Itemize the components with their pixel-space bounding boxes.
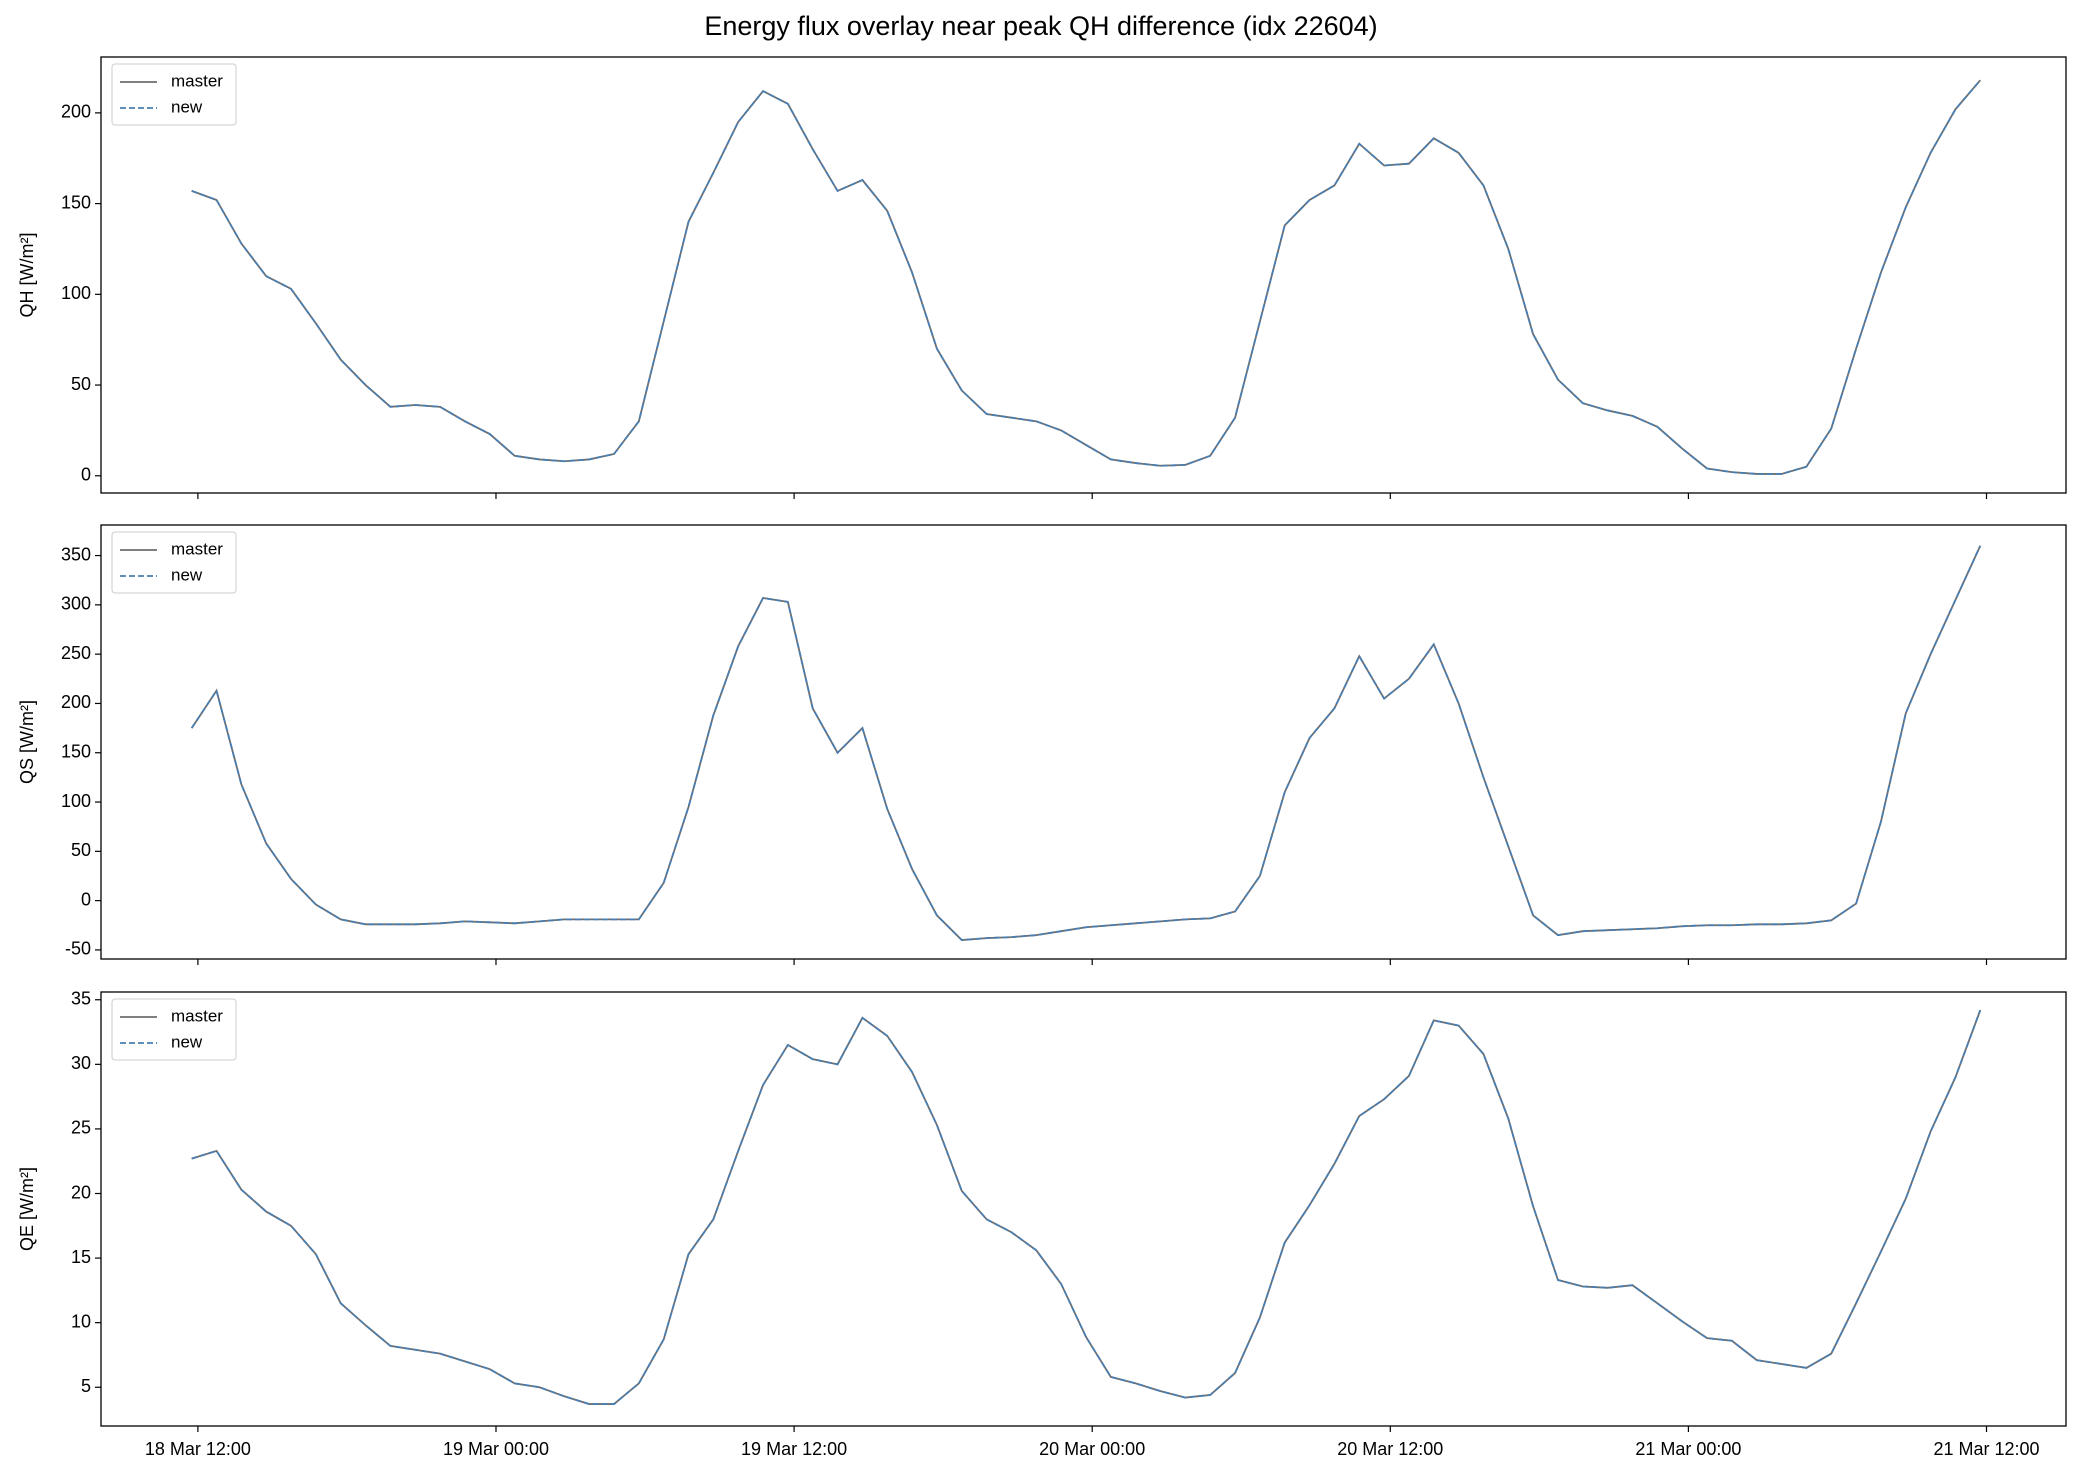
y-tick-label: 300 (61, 594, 91, 614)
legend-box (111, 998, 237, 1061)
x-tick-label: 19 Mar 00:00 (443, 1439, 549, 1459)
x-tick-label: 20 Mar 12:00 (1337, 1439, 1443, 1459)
x-tick-label: 18 Mar 12:00 (145, 1439, 251, 1459)
x-tick-label: 20 Mar 00:00 (1039, 1439, 1145, 1459)
y-axis-label: QS [W/m²] (17, 700, 37, 784)
axes-frame (100, 56, 2067, 494)
axes-frame (100, 991, 2067, 1427)
y-tick-label: 50 (71, 840, 91, 860)
y-tick-label: 150 (61, 192, 91, 212)
legend-label: new (171, 97, 203, 116)
legend-label: new (171, 565, 203, 584)
x-tick-label: 21 Mar 00:00 (1635, 1439, 1741, 1459)
y-tick-label: 200 (61, 102, 91, 122)
legend-box (111, 63, 237, 126)
series-line (191, 79, 1981, 475)
axes-frame (100, 524, 2067, 960)
y-axis-label: QE [W/m²] (17, 1167, 37, 1251)
y-tick-label: 350 (61, 544, 91, 564)
y-tick-label: 100 (61, 283, 91, 303)
y-tick-label: 5 (81, 1376, 91, 1396)
figure-title: Energy flux overlay near peak QH differe… (704, 11, 1377, 41)
legend-label: master (171, 1006, 223, 1025)
y-tick-label: 0 (81, 465, 91, 485)
y-tick-label: 0 (81, 889, 91, 909)
x-tick-label: 19 Mar 12:00 (741, 1439, 847, 1459)
y-axis-label: QH [W/m²] (17, 233, 37, 318)
y-tick-label: 200 (61, 692, 91, 712)
y-tick-label: 50 (71, 374, 91, 394)
series-line (190, 545, 1982, 941)
y-tick-label: 30 (71, 1053, 91, 1073)
legend-label: new (171, 1032, 203, 1051)
series-line (191, 79, 1981, 475)
series-line (191, 1009, 1982, 1405)
x-tick-label: 21 Mar 12:00 (1933, 1439, 2039, 1459)
y-tick-label: 20 (71, 1182, 91, 1202)
y-tick-label: 25 (71, 1118, 91, 1138)
legend-label: master (171, 71, 223, 90)
series-line (190, 545, 1982, 941)
y-tick-label: 100 (61, 791, 91, 811)
y-tick-label: 150 (61, 741, 91, 761)
y-tick-label: 15 (71, 1247, 91, 1267)
legend-label: master (171, 539, 223, 558)
series-line (191, 1009, 1982, 1405)
y-tick-label: 250 (61, 643, 91, 663)
legend-box (111, 531, 237, 594)
y-tick-label: -50 (65, 939, 91, 959)
y-tick-label: 35 (71, 989, 91, 1009)
y-tick-label: 10 (71, 1311, 91, 1331)
